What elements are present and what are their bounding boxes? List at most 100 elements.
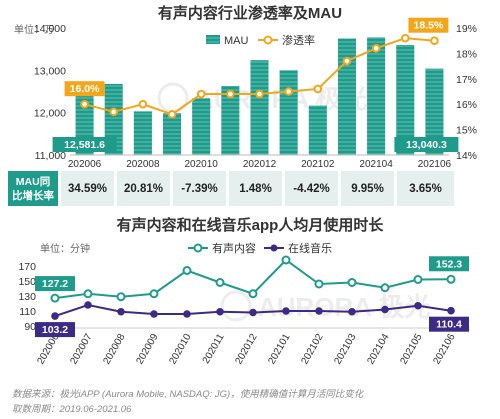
watermark-logo-icon (220, 290, 252, 322)
penetration-point (342, 56, 352, 66)
growth-cell: 1.48% (229, 171, 282, 206)
mau-bar (163, 113, 182, 155)
music-first-label: 103.2 (42, 324, 68, 336)
chart2-legend: 有声内容 在线音乐 (188, 241, 332, 255)
audio-point (50, 293, 60, 303)
growth-label-line1: MAU同 (15, 175, 51, 188)
music-point (348, 307, 356, 316)
x-tick-label: 202010 (167, 332, 193, 367)
mau-bar (192, 98, 211, 155)
x-tick-label: 202012 (233, 332, 259, 367)
audio-point (314, 279, 324, 289)
x-tick-label: 202104 (359, 159, 393, 170)
growth-cell: -4.42% (285, 171, 338, 206)
chart1-unit-label: 单位：万 (14, 23, 54, 36)
y-right-tick-label: 19% (456, 23, 477, 35)
growth-cell: 9.95% (341, 171, 394, 206)
legend-mau-label: MAU (224, 35, 249, 47)
music-point (183, 310, 191, 318)
music-first-label-bg (35, 322, 75, 338)
y-left-tick-label: 11,000 (35, 150, 66, 162)
music-point (51, 312, 59, 320)
legend-music-marker (270, 244, 278, 252)
mau-bar (425, 68, 444, 155)
penetration-point (167, 110, 177, 119)
music-point (447, 306, 455, 315)
audio-point (83, 289, 93, 299)
penetration-point (109, 107, 119, 117)
mau-bar (279, 70, 298, 155)
x-tick-label: 202008 (126, 159, 160, 170)
chart1-legend: MAU 渗透率 (206, 33, 315, 47)
legend-audio-label: 有声内容 (212, 241, 256, 255)
penetration-point (400, 33, 410, 43)
x-tick-label: 202106 (431, 332, 457, 367)
audio-point (215, 278, 225, 287)
x-tick-label: 202102 (299, 332, 325, 367)
growth-cell: 34.59% (61, 171, 114, 206)
audio-point (446, 274, 456, 284)
x-tick-label: 202010 (185, 159, 219, 170)
y-right-tick-label: 17% (456, 74, 477, 86)
chart2-title: 有声内容和在线音乐app人均月使用时长 (117, 216, 385, 234)
mau-bar (221, 85, 240, 155)
legend-rate-label: 渗透率 (282, 33, 315, 47)
last-line-label: 18.5% (414, 20, 444, 32)
growth-row-label: MAU同 比增长率 (8, 171, 58, 206)
music-point (282, 307, 290, 315)
first-bar-label: 12,581.6 (64, 139, 105, 151)
music-point (381, 305, 389, 314)
y-tick-label: 150 (18, 276, 36, 288)
legend-audio-marker (193, 243, 203, 253)
mau-bar (250, 60, 269, 155)
y-left-tick-label: 13,000 (34, 65, 66, 77)
mau-bar (337, 38, 356, 156)
y-left-tick-label: 14,000 (34, 23, 66, 35)
x-tick-label: 202105 (398, 332, 424, 367)
mau-bar (396, 44, 415, 155)
growth-cell: 3.65% (397, 171, 454, 206)
audio-last-label-bg (429, 256, 469, 272)
growth-cell: -7.39% (173, 171, 226, 206)
x-tick-label: 202103 (332, 332, 358, 367)
x-tick-label: 202104 (365, 332, 391, 367)
audio-point (248, 289, 258, 299)
last-bar-label: 13,040.3 (406, 139, 447, 151)
audio-point (182, 266, 192, 275)
first-line-label: 16.0% (70, 83, 100, 95)
x-tick-label: 202101 (266, 332, 292, 367)
last-line-label-bg (408, 17, 449, 33)
audio-first-label: 127.2 (42, 278, 68, 290)
footer-period: 取数周期：2019.06-2021.06 (12, 404, 132, 415)
x-tick-label: 202012 (243, 159, 277, 170)
legend-music-label: 在线音乐 (288, 241, 332, 255)
y-right-tick-label: 14% (456, 150, 477, 162)
audio-point (149, 289, 159, 299)
y-tick-label: 90 (24, 321, 36, 333)
audio-point (116, 292, 126, 302)
music-point (117, 307, 125, 316)
x-tick-label: 202006 (68, 159, 102, 170)
penetration-point (138, 99, 148, 109)
x-tick-label: 202102 (301, 159, 335, 170)
legend-mau-swatch (206, 35, 220, 44)
x-tick-label: 202008 (101, 332, 127, 367)
music-last-label-bg (429, 316, 469, 332)
music-last-label: 110.4 (436, 319, 462, 331)
x-tick-label: 202009 (134, 332, 160, 367)
audio-point (413, 275, 423, 284)
music-point (249, 308, 257, 317)
x-tick-label: 202011 (201, 332, 227, 366)
first-bar-label-bg (52, 137, 117, 152)
mau-bar (308, 105, 327, 155)
chart2-unit-label: 单位：分钟 (40, 242, 90, 255)
penetration-point (430, 36, 439, 46)
y-tick-label: 130 (18, 291, 36, 303)
penetration-point (80, 99, 89, 109)
y-left-tick-label: 12,000 (34, 108, 66, 120)
penetration-point (196, 89, 206, 99)
mau-bar (367, 37, 386, 155)
penetration-point (313, 84, 323, 94)
